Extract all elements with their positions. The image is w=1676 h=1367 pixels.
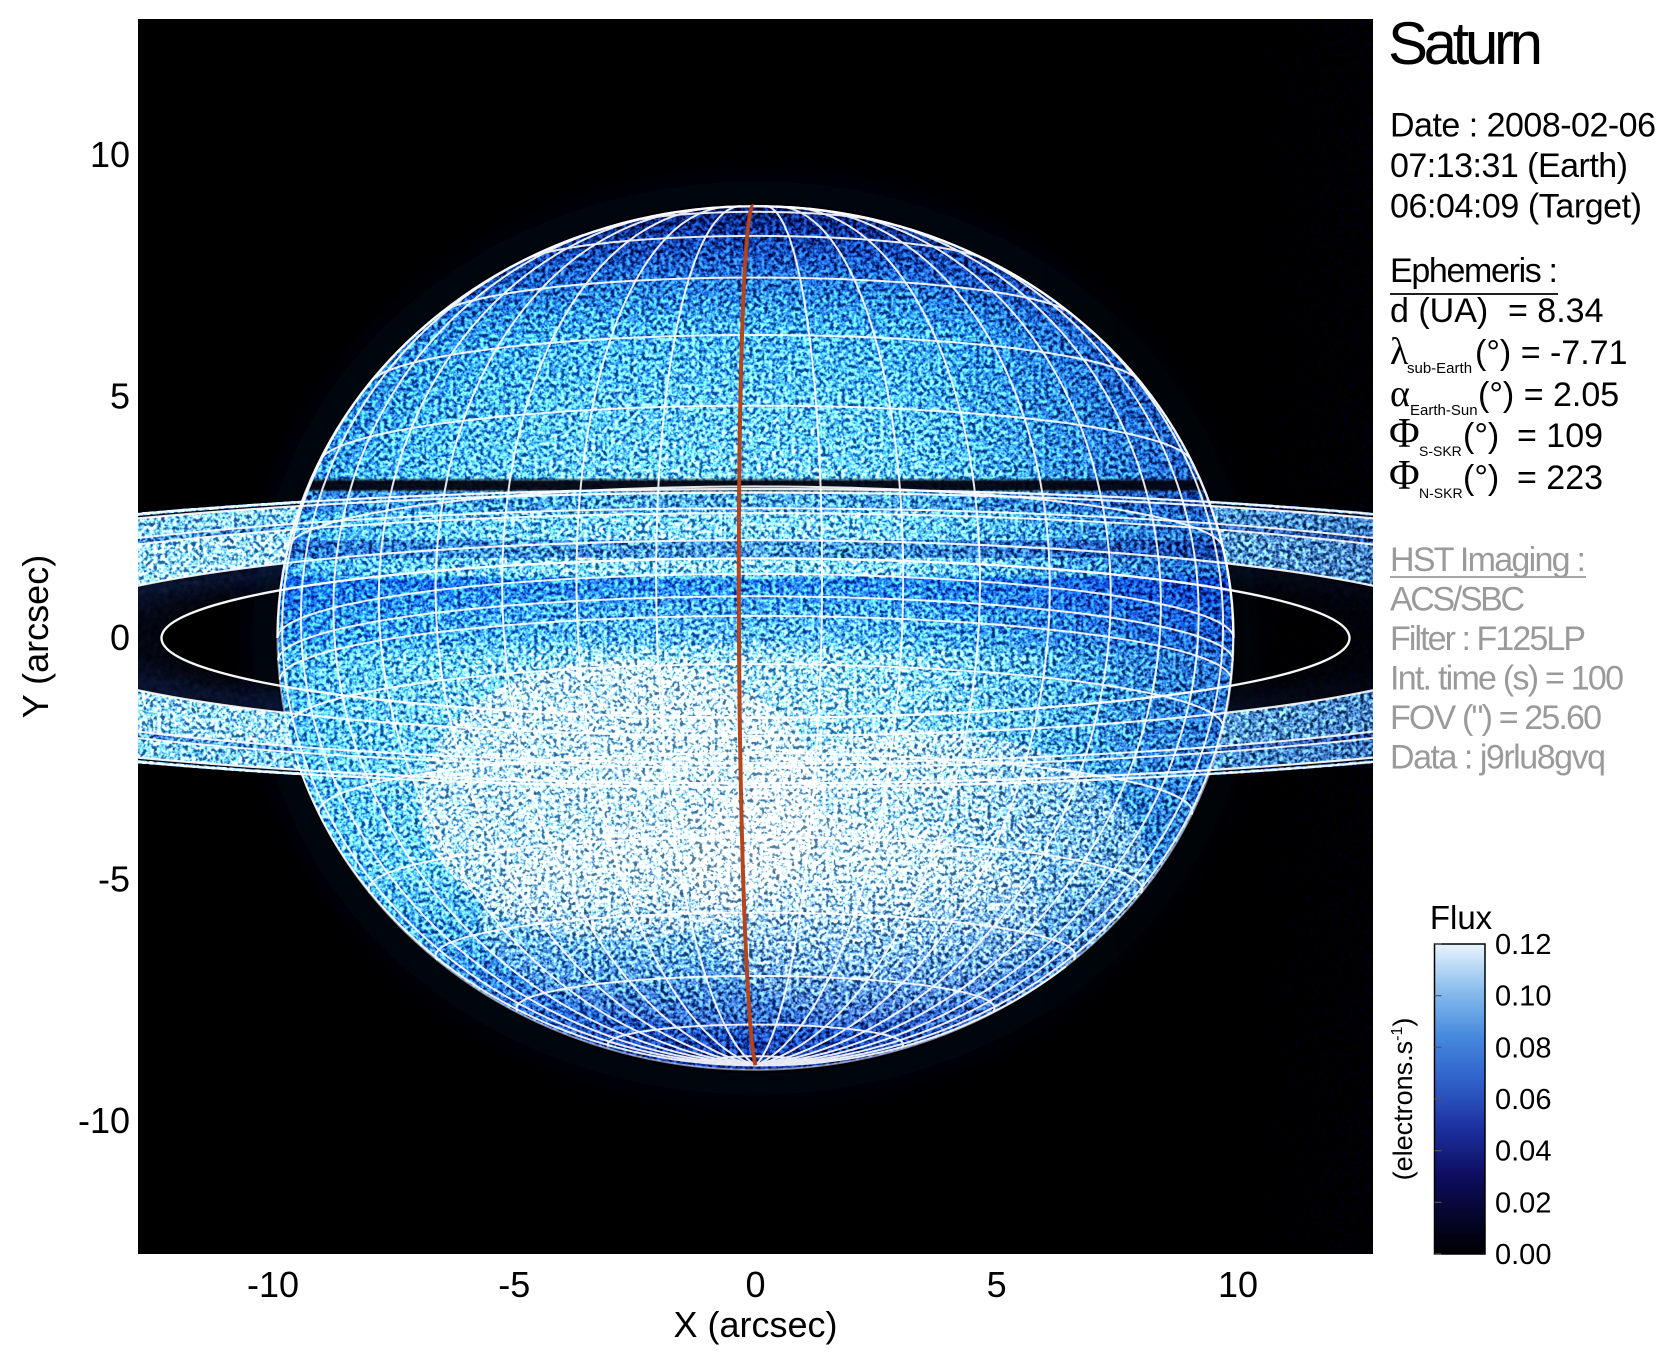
svg-text:Y (arcsec): Y (arcsec): [15, 555, 56, 718]
svg-text:Ephemeris :: Ephemeris :: [1390, 252, 1558, 290]
svg-text:HST Imaging :: HST Imaging :: [1390, 541, 1586, 579]
svg-text:-10: -10: [78, 1100, 130, 1141]
svg-text:0.02: 0.02: [1495, 1187, 1551, 1219]
svg-text:αEarth-Sun(°) = 2.05: αEarth-Sun(°) = 2.05: [1390, 373, 1619, 419]
svg-text:ΦS-SKR(°)= 109: ΦS-SKR(°) = 109: [1389, 411, 1603, 459]
svg-text:FOV (") = 25.60: FOV (") = 25.60: [1390, 699, 1602, 737]
svg-text:07:13:31 (Earth): 07:13:31 (Earth): [1390, 147, 1628, 185]
svg-text:Data : j9rlu8gvq: Data : j9rlu8gvq: [1390, 738, 1606, 776]
svg-text:-5: -5: [498, 1264, 530, 1305]
svg-text:0.12: 0.12: [1495, 929, 1551, 961]
svg-text:5: 5: [110, 376, 130, 417]
svg-text:10: 10: [1218, 1264, 1258, 1305]
svg-text:Filter : F125LP: Filter : F125LP: [1390, 620, 1586, 658]
svg-text:10: 10: [90, 134, 130, 175]
svg-text:Flux: Flux: [1430, 899, 1493, 936]
svg-text:Date : 2008-02-06: Date : 2008-02-06: [1390, 107, 1656, 145]
svg-text:0.00: 0.00: [1495, 1239, 1551, 1271]
svg-text:λsub-Earth(°) = -7.71: λsub-Earth(°) = -7.71: [1390, 331, 1628, 377]
svg-text:0.08: 0.08: [1495, 1032, 1551, 1064]
svg-text:0.10: 0.10: [1495, 981, 1551, 1013]
svg-text:06:04:09 (Target): 06:04:09 (Target): [1390, 187, 1642, 225]
svg-text:0.06: 0.06: [1495, 1084, 1551, 1116]
svg-text:0: 0: [745, 1264, 765, 1305]
svg-text:ΦN-SKR(°)= 223: ΦN-SKR(°) = 223: [1389, 453, 1603, 501]
svg-text:-10: -10: [247, 1264, 299, 1305]
svg-text:0.04: 0.04: [1495, 1136, 1551, 1168]
svg-text:Saturn: Saturn: [1388, 10, 1543, 77]
svg-text:-5: -5: [98, 859, 130, 900]
svg-text:ACS/SBC: ACS/SBC: [1390, 580, 1525, 618]
svg-text:5: 5: [987, 1264, 1007, 1305]
svg-text:Int. time (s) = 100: Int. time (s) = 100: [1390, 659, 1624, 697]
svg-text:(electrons.s-1): (electrons.s-1): [1388, 1018, 1418, 1181]
svg-text:0: 0: [110, 617, 130, 658]
svg-text:X (arcsec): X (arcsec): [673, 1304, 837, 1345]
